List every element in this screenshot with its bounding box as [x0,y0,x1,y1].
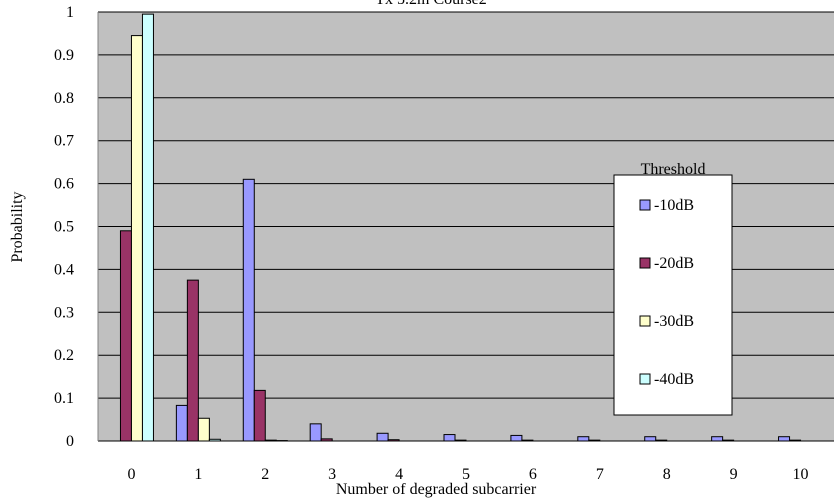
legend-title: Threshold [641,161,706,178]
x-tick-label: 10 [793,466,809,483]
bar--10dB-2 [242,178,255,442]
bar--40dB-1 [208,438,221,442]
bar--20dB-9 [722,439,735,442]
bar--20dB-4 [387,439,400,442]
bar--20dB-1 [186,279,199,442]
x-tick-label: 3 [328,466,336,483]
gridlines [97,11,834,442]
x-tick-label: 5 [462,466,470,483]
x-axis-title: Number of degraded subcarrier [336,481,537,498]
legend-entry-label: -20dB [654,255,694,272]
bar--20dB-7 [588,439,601,442]
y-tick-label: 1 [66,4,74,21]
bars [119,13,802,442]
legend-swatch [639,315,651,327]
bar--20dB-3 [320,438,333,442]
bar--10dB-4 [376,432,389,442]
x-axis-ticks: 0 1 2 3 4 5 6 7 8 9 10 [127,466,808,483]
y-tick-label: 0.4 [54,261,74,278]
bar--30dB-2 [264,439,277,442]
legend-box [613,174,733,416]
bar--10dB-3 [309,423,322,442]
x-tick-label: 8 [663,466,671,483]
bar--20dB-10 [789,439,802,442]
y-tick-label: 0.3 [54,304,74,321]
legend-entry-label: -30dB [654,313,694,330]
bar--20dB-0 [119,230,132,442]
y-tick-label: 0 [66,433,74,450]
x-tick-label: 1 [194,466,202,483]
chart-title: Tx 5.2m Course2 [375,0,487,8]
bar--20dB-5 [454,439,467,442]
y-tick-label: 0.7 [54,133,74,150]
y-tick-label: 0.2 [54,347,74,364]
y-tick-label: 0.1 [54,390,74,407]
legend-swatch [639,199,651,211]
x-tick-label: 0 [127,466,135,483]
x-tick-label: 7 [596,466,604,483]
bar--10dB-5 [443,434,456,442]
bar--10dB-10 [778,436,791,442]
bar--10dB-8 [644,436,657,442]
x-tick-label: 9 [730,466,738,483]
y-axis-title: Probability [9,191,26,262]
y-tick-label: 0.5 [54,219,74,236]
legend: Threshold -10dB -20dB -30dB -40dB [613,161,733,416]
y-axis-ticks: 0 0.1 0.2 0.3 0.4 0.5 0.6 0.7 0.8 0.9 1 [54,4,74,450]
bar--20dB-6 [521,439,534,442]
legend-swatch [639,257,651,269]
bar--20dB-8 [655,439,668,442]
x-tick-label: 6 [529,466,537,483]
bar--10dB-7 [577,436,590,442]
bar--40dB-0 [141,13,154,442]
legend-entry-label: -10dB [654,197,694,214]
y-tick-label: 0.9 [54,47,74,64]
x-tick-label: 4 [395,466,403,483]
bar--10dB-9 [711,436,724,442]
bar--10dB-6 [510,434,523,442]
legend-swatch [639,373,651,385]
y-tick-label: 0.6 [54,176,74,193]
bar--30dB-0 [130,35,143,442]
y-tick-label: 0.8 [54,90,74,107]
x-tick-label: 2 [261,466,269,483]
legend-entry-label: -40dB [654,371,694,388]
bar--20dB-2 [253,389,266,442]
bar--30dB-1 [197,417,210,442]
bar--10dB-1 [175,404,188,442]
